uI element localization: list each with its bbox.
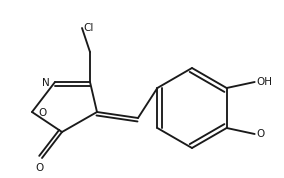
Text: O: O [257, 129, 265, 139]
Text: O: O [38, 108, 46, 118]
Text: Cl: Cl [83, 23, 93, 33]
Text: OH: OH [257, 77, 273, 87]
Text: O: O [36, 163, 44, 173]
Text: N: N [42, 78, 50, 88]
